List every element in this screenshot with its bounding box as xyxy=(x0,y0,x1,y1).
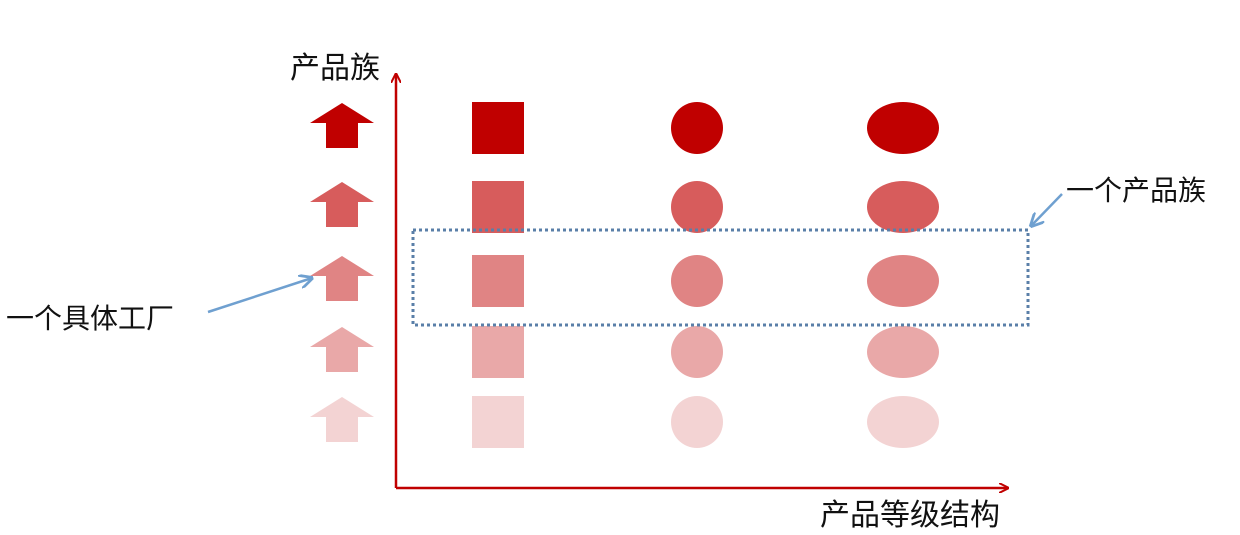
ellipse-product-row-2 xyxy=(867,181,939,233)
circle-product-row-2 xyxy=(671,181,723,233)
ellipse-product-row-5 xyxy=(867,396,939,448)
circle-product-row-4 xyxy=(671,326,723,378)
up-arrow-icon-row-5 xyxy=(310,397,374,442)
family-callout-label: 一个产品族 xyxy=(1066,174,1206,207)
square-product-row-5 xyxy=(472,396,524,448)
up-arrow-icon-row-2 xyxy=(310,182,374,227)
product-family-highlight-box xyxy=(411,228,1030,327)
ellipse-product-row-1 xyxy=(867,102,939,154)
up-arrow-icon-row-1 xyxy=(310,103,374,148)
axes xyxy=(396,74,1008,488)
square-product-row-1 xyxy=(472,102,524,154)
circle-product-row-1 xyxy=(671,102,723,154)
x-axis-label: 产品等级结构 xyxy=(820,498,1000,533)
family-callout-arrow xyxy=(1031,193,1063,226)
square-product-row-4 xyxy=(472,326,524,378)
circle-product-row-3 xyxy=(671,255,723,307)
y-axis-label: 产品族 xyxy=(290,51,380,86)
shape-grid xyxy=(310,102,939,448)
factory-callout-label: 一个具体工厂 xyxy=(6,302,174,335)
ellipse-product-row-4 xyxy=(867,326,939,378)
up-arrow-icon-row-4 xyxy=(310,327,374,372)
square-product-row-3 xyxy=(472,255,524,307)
up-arrow-icon-row-3 xyxy=(310,256,374,301)
square-product-row-2 xyxy=(472,181,524,233)
ellipse-product-row-3 xyxy=(867,255,939,307)
factory-callout-arrow xyxy=(207,278,312,314)
circle-product-row-5 xyxy=(671,396,723,448)
